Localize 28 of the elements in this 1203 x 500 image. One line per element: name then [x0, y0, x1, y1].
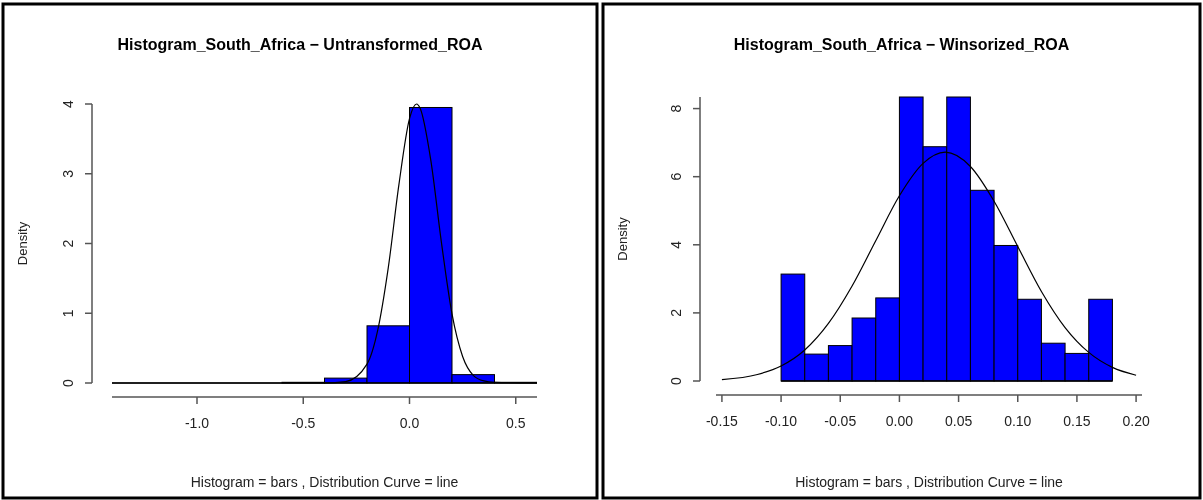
y-tick-label: 0 — [60, 378, 76, 387]
x-tick-label: 0.15 — [1063, 413, 1091, 429]
y-tick-label: 4 — [60, 99, 76, 108]
x-tick-label: 0.10 — [1004, 413, 1032, 429]
x-tick-label: -0.05 — [824, 413, 857, 429]
y-tick-label: 6 — [668, 172, 684, 181]
y-tick-label: 3 — [60, 169, 76, 178]
y-tick-label: 8 — [668, 104, 684, 113]
y-axis-title: Density — [615, 216, 630, 261]
chart-title: Histogram_South_Africa − Winsorized_ROA — [733, 36, 1070, 53]
y-axis-title: Density — [15, 221, 30, 266]
y-tick-label: 1 — [60, 309, 76, 318]
x-tick-label: -0.5 — [291, 415, 316, 431]
y-tick-label: 4 — [668, 240, 684, 249]
x-tick-label: -1.0 — [184, 415, 210, 431]
x-axis-title: Histogram = bars , Distribution Curve = line — [795, 474, 1064, 490]
y-tick-label: 0 — [668, 376, 684, 385]
x-tick-label: -0.15 — [705, 413, 739, 429]
x-tick-label: 0.0 — [399, 415, 420, 431]
x-tick-label: 0.05 — [944, 413, 973, 429]
x-tick-label: 0.00 — [885, 413, 914, 429]
x-tick-label: -0.10 — [765, 413, 798, 429]
chart-title: Histogram_South_Africa − Untransformed_ROA — [117, 36, 483, 53]
y-tick-label: 2 — [60, 239, 76, 248]
x-tick-label: 0.20 — [1122, 413, 1150, 429]
x-tick-label: 0.5 — [506, 415, 526, 431]
x-axis-title: Histogram = bars , Distribution Curve = line — [190, 474, 459, 490]
y-tick-label: 2 — [668, 308, 684, 317]
